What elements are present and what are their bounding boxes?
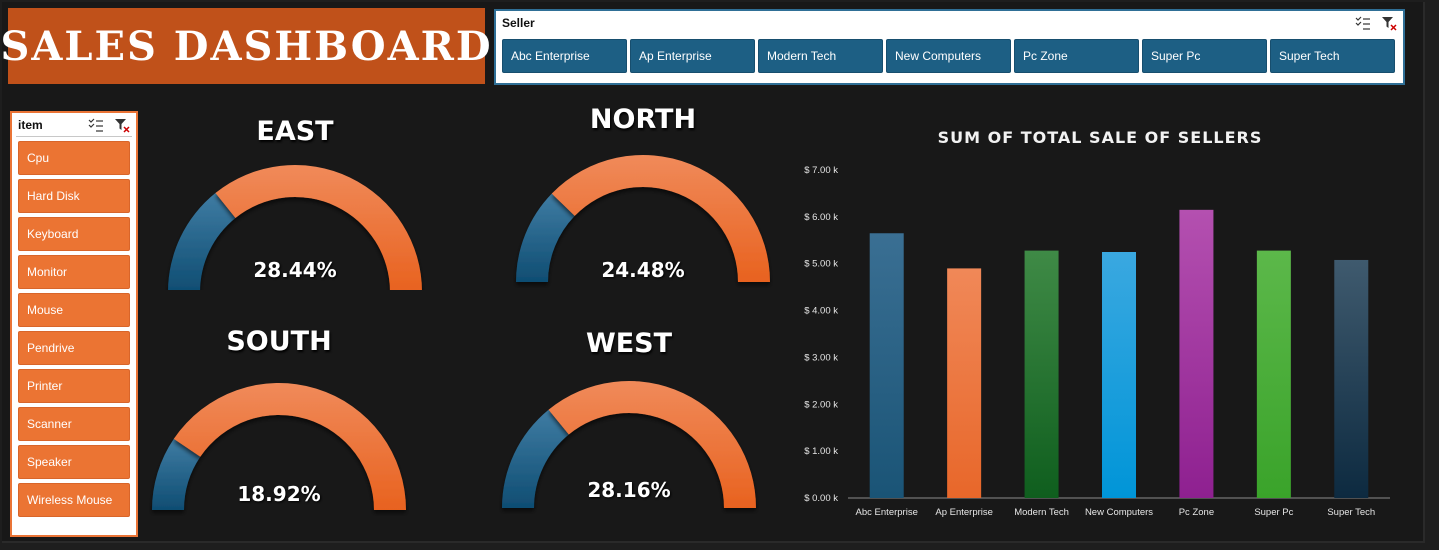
gauge-title: WEST: [585, 328, 673, 359]
seller-slicer-header: Seller: [496, 11, 1403, 35]
item-button-list: Cpu Hard Disk Keyboard Monitor Mouse Pendrive…: [12, 137, 136, 517]
gauge-title: SOUTH: [226, 326, 332, 357]
clear-filter-icon[interactable]: [114, 117, 130, 133]
chart-plot: $ 0.00 k $ 1.00 k $ 2.00 k $ 3.00 k $ 4.00 k…: [804, 165, 1390, 518]
item-slicer-header: item: [16, 113, 132, 137]
x-tick-label: Ap Enterprise: [935, 507, 993, 518]
seller-slicer-button[interactable]: Super Tech: [1270, 39, 1395, 73]
gauge-fill-segment: [516, 193, 575, 282]
gauge-remainder-segment: [551, 155, 770, 282]
chart-bar: [1024, 250, 1059, 498]
gauge-south: SOUTH 18.92%: [144, 322, 414, 522]
chart-bar: [947, 268, 982, 498]
item-slicer-button[interactable]: Mouse: [18, 293, 130, 327]
y-tick-label: $ 3.00 k: [804, 352, 838, 363]
seller-slicer-title: Seller: [502, 16, 535, 30]
gauge-value: 28.44%: [253, 258, 337, 282]
gauge-remainder-segment: [548, 381, 756, 508]
seller-slicer-button[interactable]: New Computers: [886, 39, 1011, 73]
x-tick-label: Modern Tech: [1014, 507, 1069, 518]
item-slicer-button[interactable]: Hard Disk: [18, 179, 130, 213]
seller-button-row: Abc Enterprise Ap Enterprise Modern Tech Ne…: [496, 35, 1403, 73]
gauge-arc: [152, 383, 406, 510]
gauge-fill-segment: [168, 193, 236, 290]
seller-slicer-button[interactable]: Super Pc: [1142, 39, 1267, 73]
gauge-fill-segment: [152, 438, 201, 510]
item-slicer-button[interactable]: Cpu: [18, 141, 130, 175]
gauge-arc: [168, 165, 422, 290]
x-tick-label: Super Tech: [1327, 507, 1375, 518]
chart-title: SUM OF TOTAL SALE OF SELLERS: [937, 128, 1263, 147]
chart-bar: [869, 233, 904, 498]
item-slicer: item Cpu Hard Disk Keyboard Monitor Mouse Pen…: [10, 111, 138, 537]
item-slicer-button[interactable]: Monitor: [18, 255, 130, 289]
seller-slicer-button[interactable]: Ap Enterprise: [630, 39, 755, 73]
chart-bar: [1179, 209, 1214, 498]
item-slicer-title: item: [18, 117, 43, 132]
gauge-value: 24.48%: [601, 258, 685, 282]
item-slicer-button[interactable]: Scanner: [18, 407, 130, 441]
sales-chart: SUM OF TOTAL SALE OF SELLERS $ 0.00 k $ 1…: [790, 110, 1410, 530]
y-tick-label: $ 7.00 k: [804, 165, 838, 176]
item-slicer-button[interactable]: Printer: [18, 369, 130, 403]
gauge-title: EAST: [256, 116, 334, 147]
x-tick-label: Pc Zone: [1179, 507, 1214, 518]
y-tick-label: $ 4.00 k: [804, 306, 838, 317]
page-title: SALES DASHBOARD: [0, 22, 493, 70]
y-tick-label: $ 1.00 k: [804, 446, 838, 457]
x-tick-label: Abc Enterprise: [856, 507, 918, 518]
gauge-arc: [502, 381, 756, 508]
gauge-west: WEST 28.16%: [494, 324, 764, 524]
gauge-value: 28.16%: [587, 478, 671, 502]
chart-bar: [1256, 250, 1291, 498]
seller-slicer-button[interactable]: Modern Tech: [758, 39, 883, 73]
gauge-east: EAST 28.44%: [160, 110, 430, 290]
gauge-fill-segment: [502, 409, 569, 508]
item-slicer-button[interactable]: Wireless Mouse: [18, 483, 130, 517]
seller-slicer-button[interactable]: Abc Enterprise: [502, 39, 627, 73]
y-tick-label: $ 5.00 k: [804, 259, 838, 270]
x-tick-label: New Computers: [1085, 507, 1153, 518]
gauge-north: NORTH 24.48%: [508, 100, 778, 290]
gauge-remainder-segment: [215, 165, 422, 290]
y-tick-label: $ 0.00 k: [804, 493, 838, 504]
x-tick-label: Super Pc: [1254, 507, 1293, 518]
item-slicer-button[interactable]: Keyboard: [18, 217, 130, 251]
item-slicer-button[interactable]: Speaker: [18, 445, 130, 479]
gauge-arc: [516, 155, 770, 282]
seller-slicer: Seller Abc Enterprise Ap Enterprise Modern…: [494, 9, 1405, 85]
y-tick-label: $ 6.00 k: [804, 212, 838, 223]
gauge-value: 18.92%: [237, 482, 321, 506]
chart-bar: [1334, 259, 1369, 498]
clear-filter-icon[interactable]: [1381, 15, 1397, 31]
gauge-title: NORTH: [589, 104, 697, 135]
title-banner: SALES DASHBOARD: [0, 8, 491, 84]
multi-select-icon[interactable]: [88, 117, 104, 133]
item-slicer-button[interactable]: Pendrive: [18, 331, 130, 365]
gauge-remainder-segment: [173, 383, 406, 510]
multi-select-icon[interactable]: [1355, 15, 1371, 31]
chart-bar: [1102, 252, 1136, 498]
y-tick-label: $ 2.00 k: [804, 399, 838, 410]
seller-slicer-button[interactable]: Pc Zone: [1014, 39, 1139, 73]
